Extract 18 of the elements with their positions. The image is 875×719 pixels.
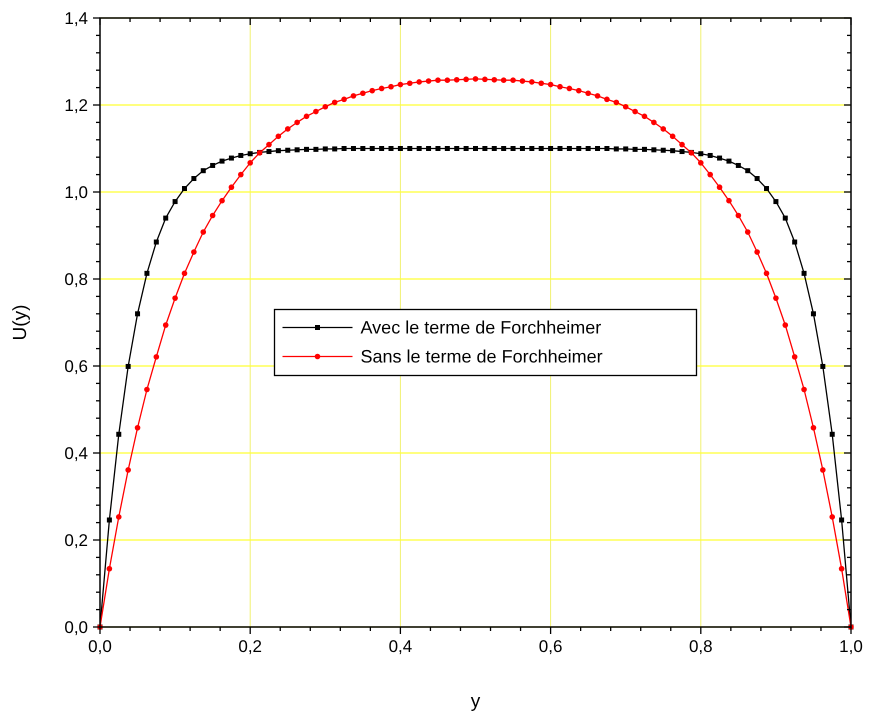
y-tick-label: 1,4 bbox=[64, 9, 88, 28]
legend-label: Avec le terme de Forchheimer bbox=[360, 318, 602, 338]
legend-label: Sans le terme de Forchheimer bbox=[360, 346, 603, 366]
x-tick-label: 0,2 bbox=[238, 637, 262, 656]
y-tick-label: 1,2 bbox=[64, 96, 88, 115]
x-axis-title: y bbox=[470, 691, 481, 712]
x-tick-label: 0,6 bbox=[538, 637, 562, 656]
y-tick-label: 0,0 bbox=[64, 618, 88, 637]
y-tick-label: 0,8 bbox=[64, 270, 88, 289]
y-tick-label: 1,0 bbox=[64, 183, 88, 202]
x-tick-label: 0,8 bbox=[688, 637, 713, 656]
x-tick-label: 0,4 bbox=[388, 637, 412, 656]
x-tick-label: 0,0 bbox=[88, 637, 112, 656]
y-tick-label: 0,2 bbox=[64, 531, 88, 550]
x-tick-label: 1,0 bbox=[839, 637, 863, 656]
y-tick-label: 0,6 bbox=[64, 357, 88, 376]
y-tick-label: 0,4 bbox=[64, 444, 88, 463]
y-axis-title: U(y) bbox=[10, 304, 31, 340]
